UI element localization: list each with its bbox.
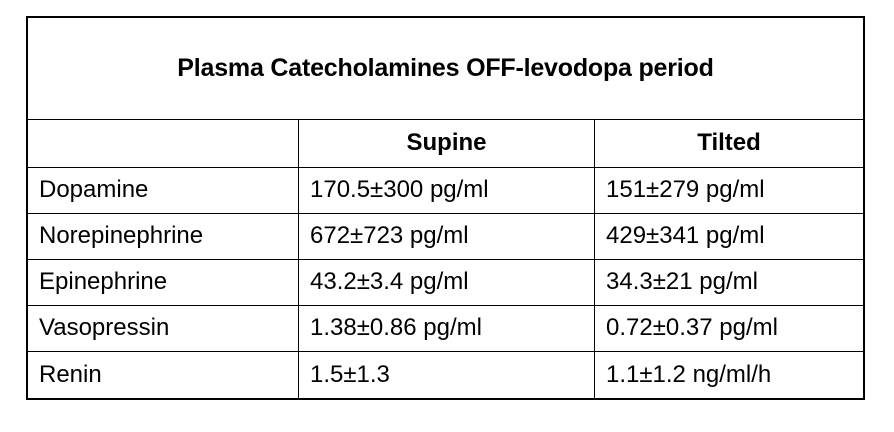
value-vasopressin-supine: 1.38±0.86 pg/ml: [298, 306, 594, 352]
value-norepinephrine-supine: 672±723 pg/ml: [298, 214, 594, 260]
value-dopamine-tilted: 151±279 pg/ml: [594, 168, 863, 214]
value-epinephrine-supine: 43.2±3.4 pg/ml: [298, 260, 594, 306]
plasma-catecholamines-table: Plasma Catecholamines OFF-levodopa perio…: [26, 16, 865, 400]
value-renin-tilted: 1.1±1.2 ng/ml/h: [594, 352, 863, 398]
row-label-epinephrine: Epinephrine: [28, 260, 298, 306]
value-norepinephrine-tilted: 429±341 pg/ml: [594, 214, 863, 260]
row-label-dopamine: Dopamine: [28, 168, 298, 214]
value-renin-supine: 1.5±1.3: [298, 352, 594, 398]
value-epinephrine-tilted: 34.3±21 pg/ml: [594, 260, 863, 306]
row-label-norepinephrine: Norepinephrine: [28, 214, 298, 260]
row-label-vasopressin: Vasopressin: [28, 306, 298, 352]
value-dopamine-supine: 170.5±300 pg/ml: [298, 168, 594, 214]
column-header-empty: [28, 120, 298, 168]
column-header-tilted: Tilted: [594, 120, 863, 168]
table-title: Plasma Catecholamines OFF-levodopa perio…: [28, 18, 863, 120]
value-vasopressin-tilted: 0.72±0.37 pg/ml: [594, 306, 863, 352]
column-header-supine: Supine: [298, 120, 594, 168]
row-label-renin: Renin: [39, 360, 102, 388]
